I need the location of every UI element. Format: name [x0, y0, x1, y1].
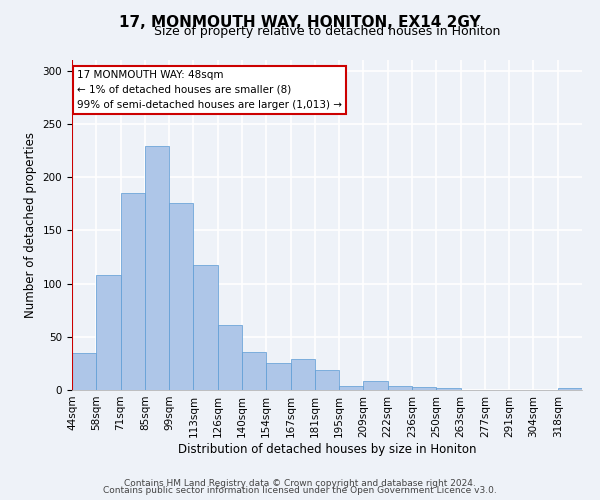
Bar — [558, 388, 582, 390]
Bar — [290, 359, 315, 390]
Text: Contains public sector information licensed under the Open Government Licence v3: Contains public sector information licen… — [103, 486, 497, 495]
Bar — [193, 266, 218, 390]
Bar — [364, 382, 388, 390]
X-axis label: Distribution of detached houses by size in Honiton: Distribution of detached houses by size … — [178, 442, 476, 456]
Bar — [145, 146, 169, 390]
Bar — [388, 386, 412, 390]
Bar — [412, 387, 436, 390]
Bar — [72, 352, 96, 390]
Y-axis label: Number of detached properties: Number of detached properties — [24, 132, 37, 318]
Bar — [315, 370, 339, 390]
Text: Contains HM Land Registry data © Crown copyright and database right 2024.: Contains HM Land Registry data © Crown c… — [124, 478, 476, 488]
Bar — [436, 388, 461, 390]
Bar — [242, 352, 266, 390]
Title: Size of property relative to detached houses in Honiton: Size of property relative to detached ho… — [154, 25, 500, 38]
Text: 17, MONMOUTH WAY, HONITON, EX14 2GY: 17, MONMOUTH WAY, HONITON, EX14 2GY — [119, 15, 481, 30]
Bar — [169, 202, 193, 390]
Text: 17 MONMOUTH WAY: 48sqm
← 1% of detached houses are smaller (8)
99% of semi-detac: 17 MONMOUTH WAY: 48sqm ← 1% of detached … — [77, 70, 342, 110]
Bar — [339, 386, 364, 390]
Bar — [121, 193, 145, 390]
Bar — [96, 275, 121, 390]
Bar — [266, 364, 290, 390]
Bar — [218, 325, 242, 390]
